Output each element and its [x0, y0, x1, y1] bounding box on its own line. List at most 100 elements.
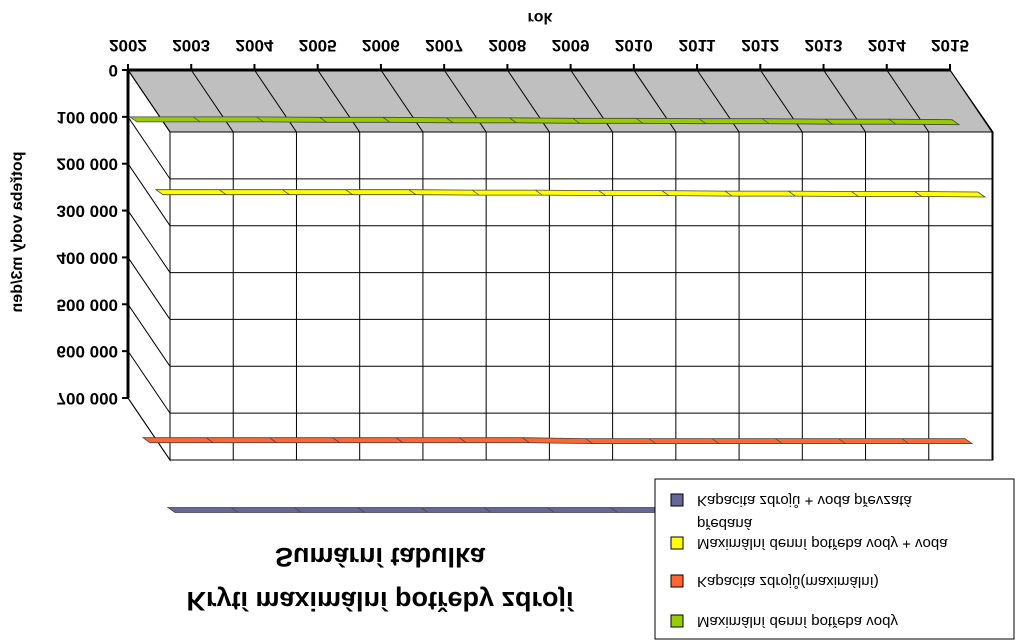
- gridline-depth: [127, 116, 171, 180]
- series-point: [269, 437, 277, 443]
- legend-swatch: [670, 574, 684, 588]
- series-point: [788, 190, 796, 197]
- series-point: [219, 189, 227, 195]
- y-tick-label: 400 000: [57, 248, 118, 267]
- series-2: [141, 437, 974, 445]
- x-tick-label: 2006: [362, 36, 400, 55]
- series-point: [775, 438, 783, 444]
- gridline-depth: [127, 304, 171, 367]
- series-point: [698, 118, 707, 125]
- series-ribbon: [128, 116, 961, 126]
- legend-item: Kapacita zdrojů(maximální): [670, 573, 879, 590]
- series-point: [901, 438, 909, 444]
- x-tick-labels: 2002 2003 2004 2005 2006 2007 2008 2009 2010 2011…: [109, 36, 969, 70]
- y-tick-labels: 0 100 000 200 000 300 000 400 000 500 000 600 …: [57, 61, 128, 408]
- series-point: [408, 189, 417, 195]
- y-tick-label: 500 000: [57, 295, 118, 314]
- x-tick-label: 2005: [299, 36, 337, 55]
- series-point: [256, 116, 264, 123]
- x-tick-label: 2014: [868, 36, 906, 55]
- y-tick-label: 300 000: [57, 202, 118, 221]
- series-point: [572, 117, 580, 124]
- series-point: [888, 118, 896, 125]
- x-tick-label: 2011: [679, 36, 716, 55]
- series-point: [598, 190, 606, 196]
- legend-label: Maximální denní potřeba vody + voda: [697, 535, 948, 552]
- left-wall: [127, 68, 171, 462]
- y-axis-title: potřeba vody m3/den: [9, 152, 26, 313]
- series-ribbon: [154, 189, 987, 198]
- series-point: [547, 507, 555, 513]
- gridline-depth: [127, 397, 171, 461]
- series-point: [193, 116, 201, 123]
- series-point: [345, 189, 353, 195]
- series-3: [154, 189, 987, 198]
- y-tick-label: 600 000: [57, 342, 118, 361]
- series-point: [711, 438, 720, 444]
- series-point: [206, 437, 214, 443]
- legend-swatch: [670, 614, 684, 628]
- gridline-depth: [127, 163, 171, 226]
- series-point: [648, 438, 657, 444]
- x-tick-label: 2007: [425, 36, 463, 55]
- series-point: [471, 189, 480, 196]
- series-point: [851, 191, 859, 197]
- series-group: [128, 116, 999, 513]
- series-point: [914, 191, 922, 197]
- series-ribbon: [141, 437, 974, 445]
- x-tick-label: 2010: [615, 36, 653, 55]
- series-point: [535, 189, 543, 196]
- series-point: [762, 118, 770, 125]
- plot-area: 2002 2003 2004 2005 2006 2007 2008 2009 2010 2011…: [57, 36, 999, 513]
- series-1: [128, 116, 961, 126]
- gridline-depth: [127, 210, 171, 273]
- series-point: [585, 438, 593, 444]
- legend-label: Kapacita zdrojů + voda převzatá: [697, 492, 912, 509]
- series-point: [357, 507, 365, 513]
- series-point: [635, 117, 644, 124]
- x-tick-label: 2002: [109, 36, 147, 55]
- floor: [169, 131, 994, 461]
- series-point: [509, 117, 517, 124]
- x-tick-label: 2003: [172, 36, 210, 55]
- series-point: [282, 189, 290, 195]
- series-point: [825, 118, 833, 125]
- gridline-depth: [127, 350, 171, 414]
- chart-subtitle: Sumární tabulka: [275, 542, 486, 572]
- legend-item: Maximální denní potřeba vody: [670, 613, 898, 630]
- legend-item: Maximální denní potřeba vody + voda předa…: [670, 515, 948, 552]
- chart-title: Krytí maximální potřeby zdrojí: [186, 586, 575, 616]
- x-tick-label: 2004: [236, 36, 274, 55]
- legend-swatch: [670, 493, 684, 507]
- series-point: [838, 438, 846, 444]
- legend-label: Kapacita zdrojů(maximální): [697, 573, 879, 590]
- legend-label-cont: předaná: [697, 515, 753, 532]
- x-tick-label: 2013: [805, 36, 843, 55]
- series-point: [661, 190, 670, 196]
- x-axis-title: rok: [528, 9, 553, 26]
- gridline-depth: [949, 69, 993, 133]
- series-point: [445, 117, 454, 124]
- series-point: [395, 437, 404, 443]
- series-point: [610, 507, 618, 513]
- series-point: [294, 507, 302, 513]
- legend-box: [654, 478, 1015, 640]
- y-tick-label: 0: [109, 61, 118, 80]
- series-point: [483, 507, 492, 513]
- y-tick-label: 700 000: [57, 389, 118, 408]
- series-point: [724, 190, 733, 197]
- series-point: [458, 437, 467, 443]
- series-point: [231, 507, 239, 513]
- gridline-depth: [127, 257, 171, 320]
- y-tick-label: 200 000: [57, 155, 118, 174]
- x-tick-label: 2012: [741, 36, 779, 55]
- series-point: [382, 117, 391, 123]
- legend-item: Kapacita zdrojů + voda převzatá: [670, 492, 912, 509]
- legend: Maximální denní potřeba vody Kapacita zdr…: [654, 478, 1015, 640]
- y-tick-label: 100 000: [57, 108, 118, 127]
- legend-swatch: [670, 536, 684, 550]
- x-tick-label: 2008: [488, 36, 526, 55]
- x-tick-label: 2009: [552, 36, 590, 55]
- series-point: [319, 117, 327, 123]
